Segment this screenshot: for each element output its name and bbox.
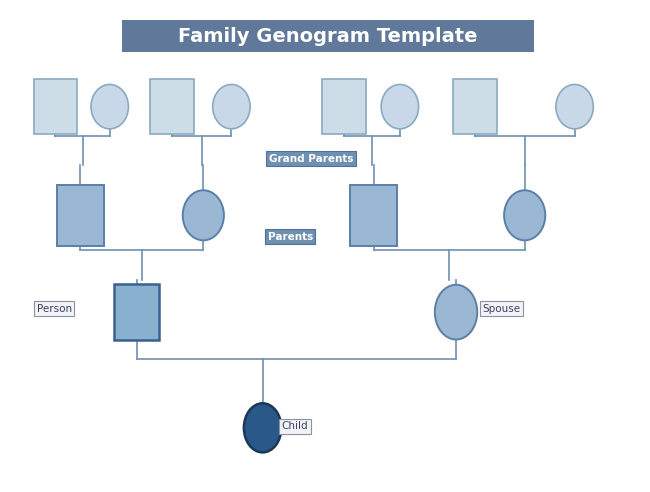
- Text: Person: Person: [36, 304, 72, 314]
- Text: Grand Parents: Grand Parents: [269, 154, 354, 164]
- Bar: [150, 79, 194, 134]
- Bar: [322, 79, 365, 134]
- Ellipse shape: [244, 403, 281, 453]
- Bar: [34, 79, 77, 134]
- Ellipse shape: [91, 85, 129, 129]
- Bar: [57, 184, 104, 246]
- Ellipse shape: [504, 190, 545, 240]
- Ellipse shape: [556, 85, 593, 129]
- Bar: [453, 79, 497, 134]
- Text: Family Genogram Template: Family Genogram Template: [178, 27, 478, 46]
- Ellipse shape: [435, 285, 477, 339]
- Bar: [122, 20, 534, 52]
- Text: Spouse: Spouse: [482, 304, 521, 314]
- Ellipse shape: [183, 190, 224, 240]
- Text: Parents: Parents: [268, 232, 313, 242]
- Ellipse shape: [213, 85, 250, 129]
- Text: Child: Child: [281, 422, 308, 431]
- Bar: [114, 284, 159, 340]
- Bar: [350, 184, 397, 246]
- Ellipse shape: [381, 85, 419, 129]
